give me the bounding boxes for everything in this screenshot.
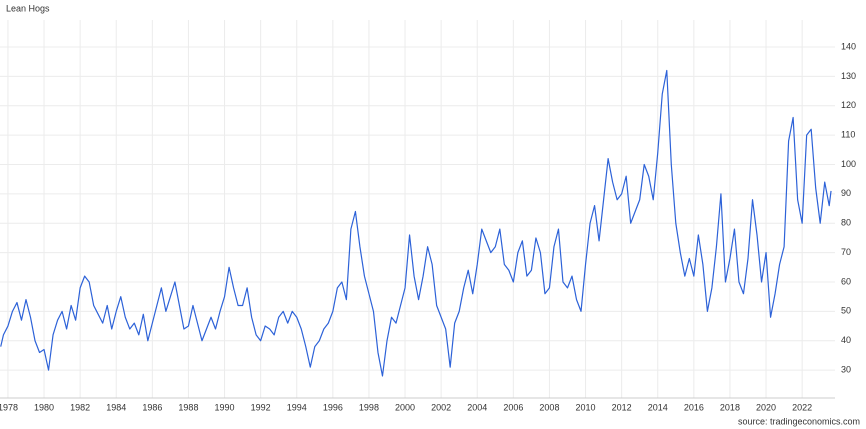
x-tick-label: 1998 [359,402,379,412]
source: source: tradingeconomics.com [738,416,860,426]
y-tick-label: 60 [841,276,851,286]
y-tick-label: 140 [841,41,856,51]
x-tick-label: 1978 [0,402,18,412]
x-tick-label: 2008 [539,402,559,412]
y-tick-label: 70 [841,247,851,257]
x-tick-label: 2010 [576,402,596,412]
y-tick-label: 50 [841,306,851,316]
line-series [0,69,832,377]
x-tick-label: 1984 [106,402,126,412]
x-tick-label: 1994 [287,402,307,412]
x-tick-label: 2000 [395,402,415,412]
x-tick-label: 2004 [467,402,487,412]
x-tick-label: 2020 [756,402,776,412]
y-tick-label: 80 [841,218,851,228]
y-tick-label: 130 [841,71,856,81]
y-tick-label: 90 [841,188,851,198]
x-tick-label: 2014 [648,402,668,412]
x-tick-label: 1996 [323,402,343,412]
y-tick-label: 120 [841,100,856,110]
x-tick-label: 2006 [503,402,523,412]
y-tick-label: 100 [841,159,856,169]
x-tick-label: 1986 [142,402,162,412]
chart-title: Lean Hogs [6,3,50,13]
x-tick-label: 1990 [215,402,235,412]
x-tick-label: 1992 [251,402,271,412]
x-tick-label: 1988 [178,402,198,412]
x-tick-label: 2018 [720,402,740,412]
x-tick-label: 2022 [792,402,812,412]
x-tick-label: 2012 [612,402,632,412]
y-tick-label: 110 [841,130,855,140]
x-tick-label: 2002 [431,402,451,412]
x-tick-label: 1982 [70,402,90,412]
x-tick-label: 2016 [684,402,704,412]
y-tick-label: 30 [841,364,851,374]
x-tick-label: 1980 [34,402,54,412]
y-tick-label: 40 [841,335,851,345]
